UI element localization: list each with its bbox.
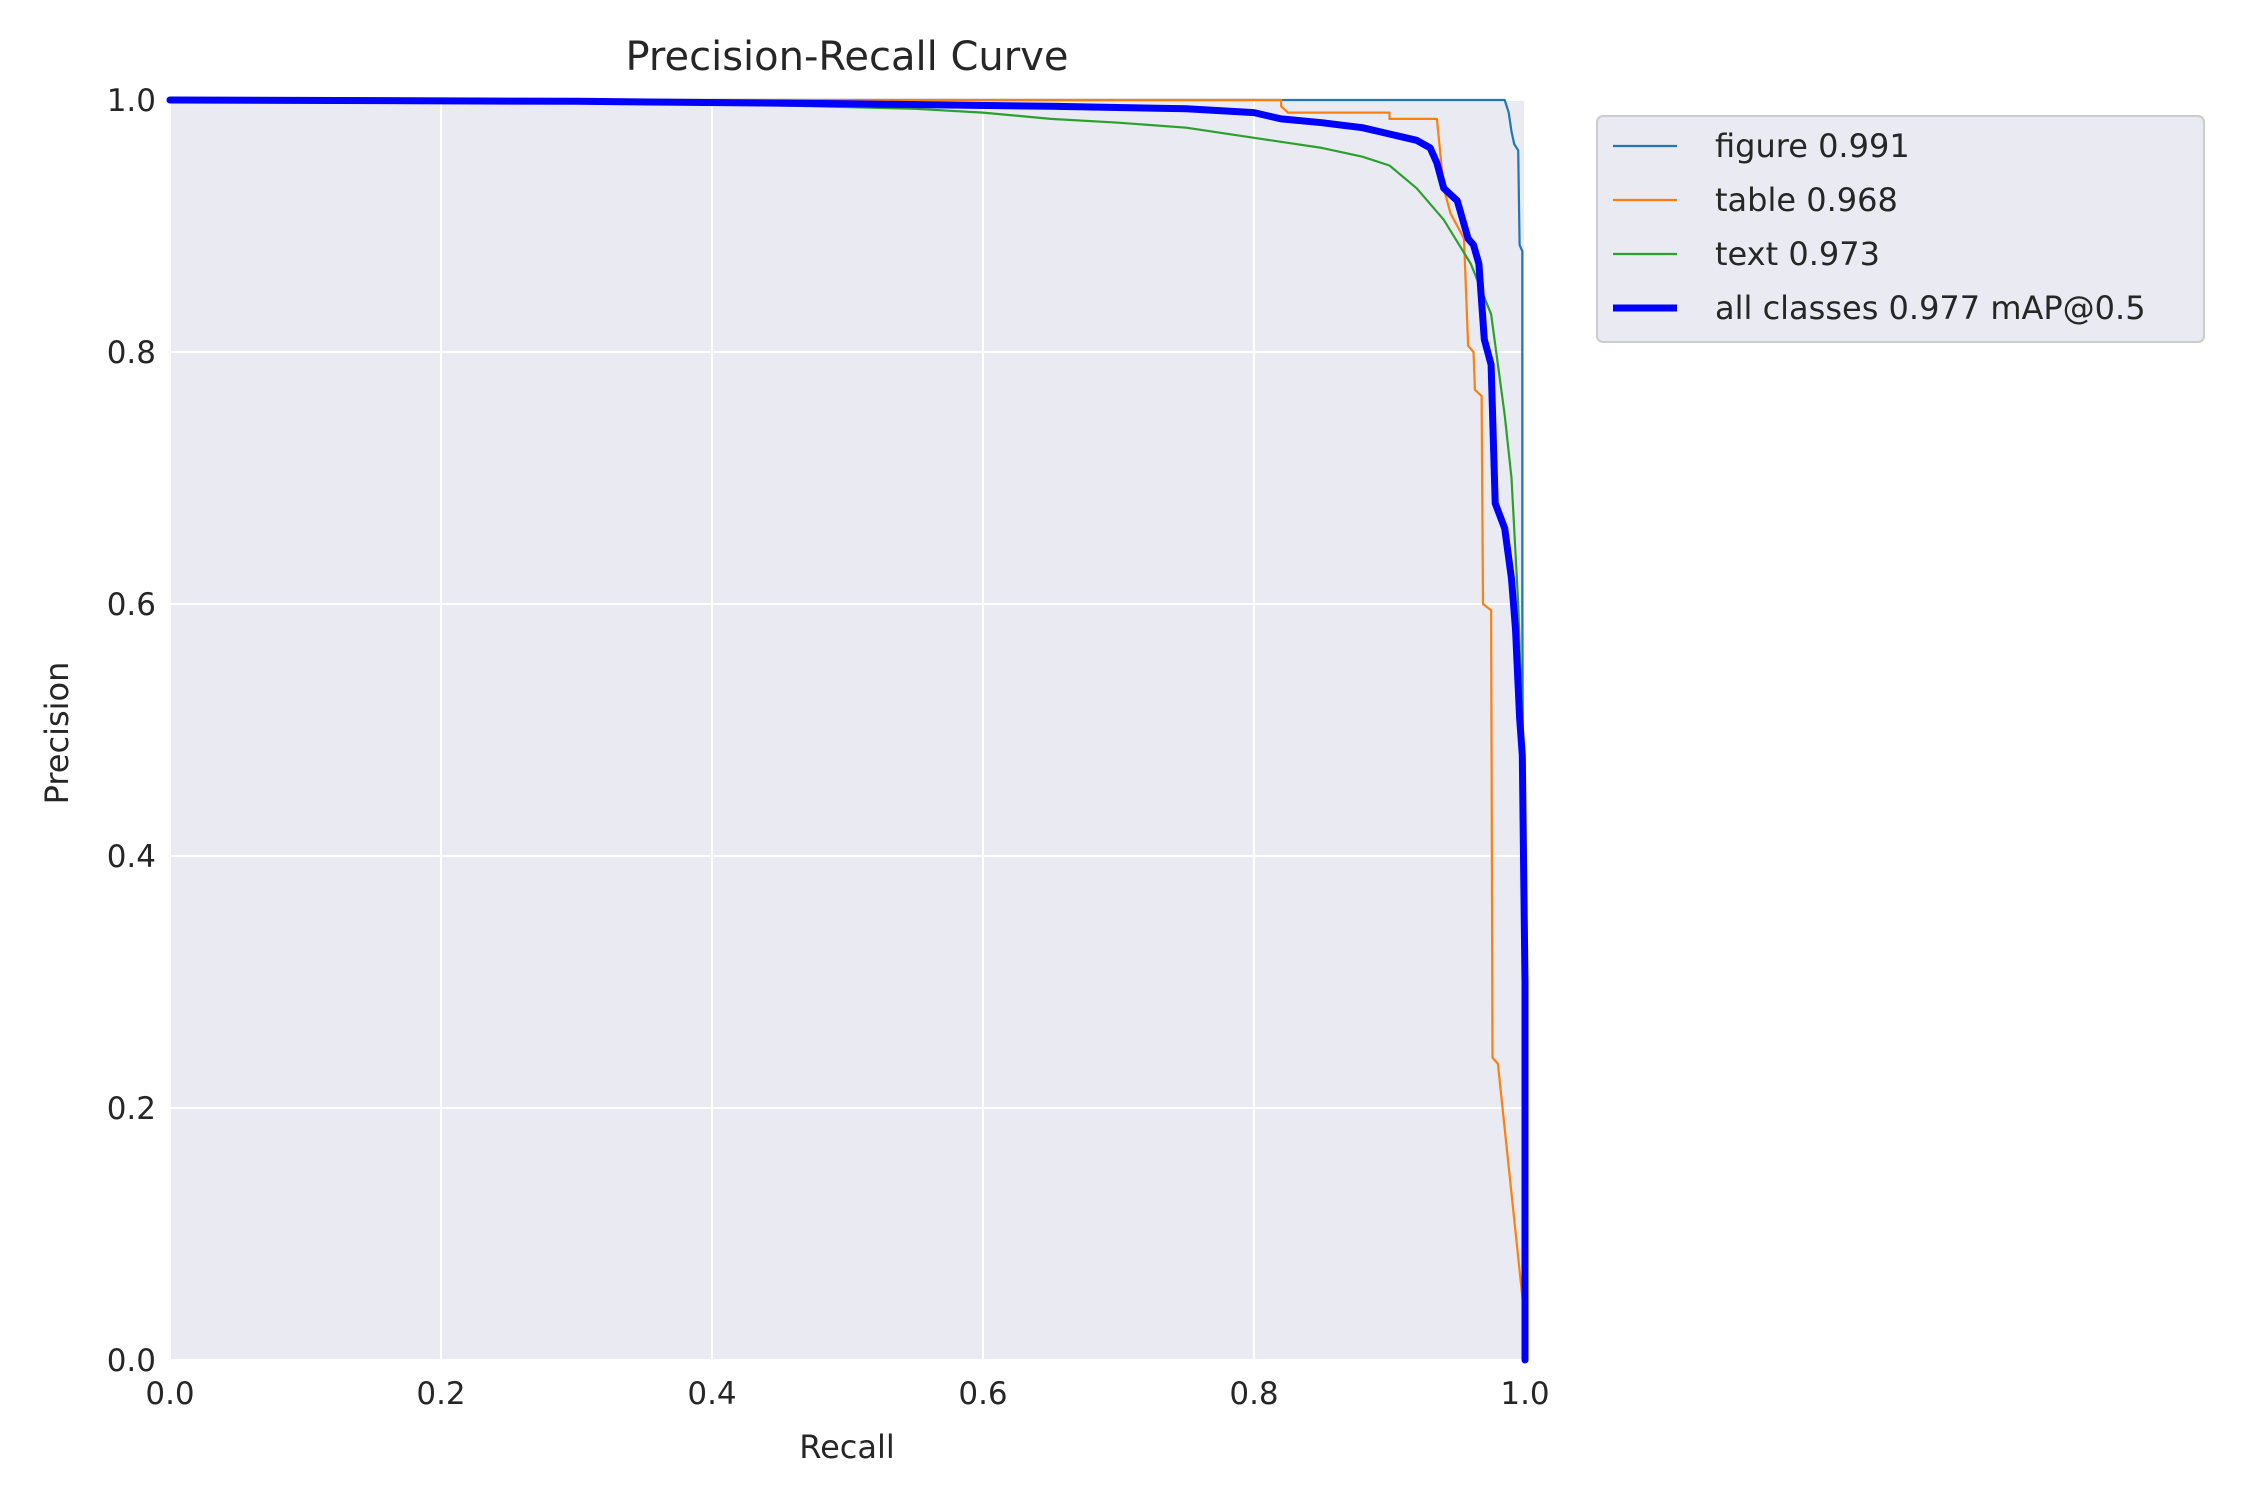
x-tick-label: 0.4 [687, 1376, 736, 1412]
y-tick-label: 0.0 [107, 1343, 156, 1379]
y-tick-label: 0.4 [107, 839, 156, 875]
series-line-2 [168, 98, 1527, 1362]
series-line-1 [168, 98, 1527, 1324]
series-line-3 [166, 96, 1529, 1364]
y-tick-label: 0.8 [107, 335, 156, 371]
x-tick-label: 0.0 [145, 1376, 194, 1412]
legend: figure 0.991 table 0.968 text 0.973 all cla… [1596, 115, 2205, 343]
plot-background [170, 100, 1525, 1360]
y-tick-label: 0.2 [107, 1091, 156, 1127]
y-tick-label: 0.6 [107, 587, 156, 623]
plot-area: 0.0 0.2 0.4 0.6 0.8 1.0 0.0 0.2 0.4 0.6 0.8 1.0 [107, 83, 1550, 1412]
series-group [166, 96, 1529, 1364]
x-tick-label: 0.6 [958, 1376, 1007, 1412]
y-axis-label: Precision [38, 662, 76, 805]
legend-label-3: all classes 0.977 mAP@0.5 [1715, 289, 2146, 327]
chart-title: Precision-Recall Curve [626, 34, 1069, 80]
legend-label-2: text 0.973 [1715, 235, 1880, 273]
legend-label-0: figure 0.991 [1715, 127, 1910, 165]
x-tick-label: 1.0 [1500, 1376, 1549, 1412]
y-tick-label: 1.0 [107, 83, 156, 119]
legend-box [1596, 115, 2205, 343]
x-axis-label: Recall [799, 1428, 894, 1466]
x-tick-label: 0.2 [416, 1376, 465, 1412]
legend-label-1: table 0.968 [1715, 181, 1898, 219]
x-tick-label: 0.8 [1229, 1376, 1278, 1412]
